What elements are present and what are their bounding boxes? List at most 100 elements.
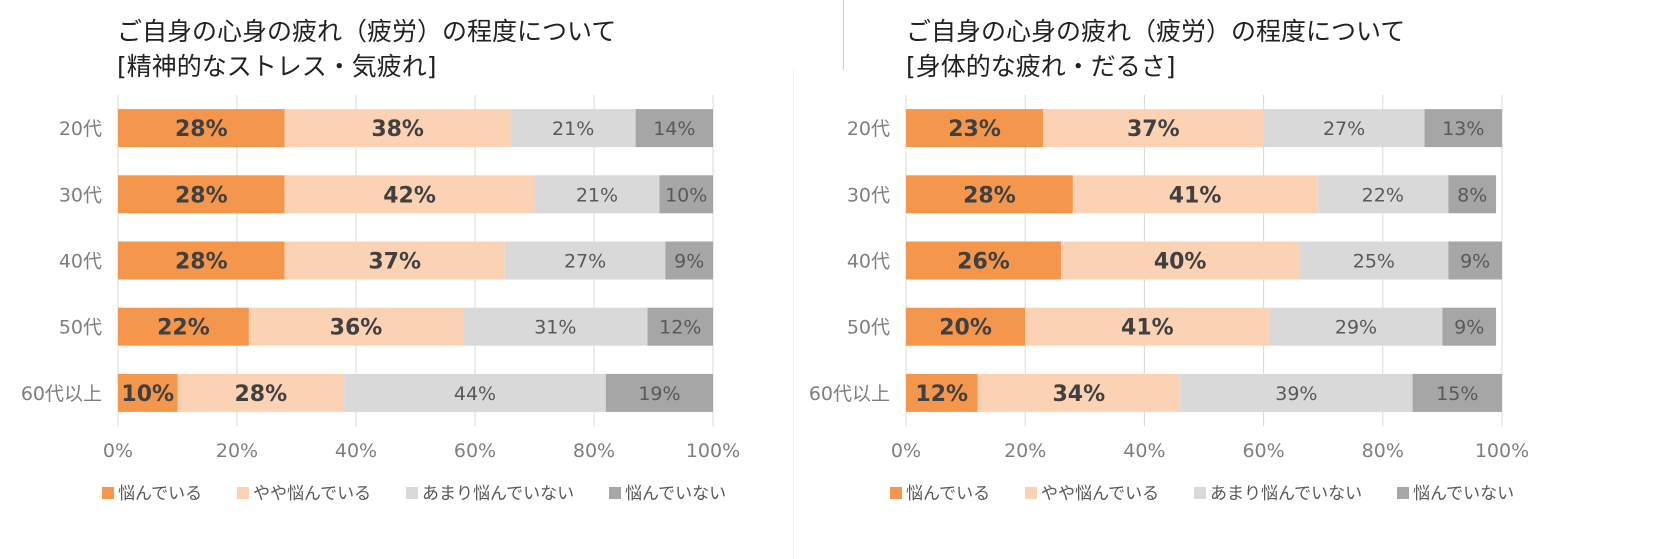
category-label: 30代 xyxy=(59,184,102,206)
data-label: 29% xyxy=(1335,317,1377,339)
data-label: 39% xyxy=(1275,383,1317,405)
data-label: 22% xyxy=(1362,184,1404,206)
bar-segment xyxy=(665,241,713,280)
bar-segment xyxy=(118,175,285,214)
x-tick-label: 0% xyxy=(103,440,133,462)
chart-2-stacked-bar: 0% 20% 40% 60% 80% 100% 20代 23% 37% 27% 13% 30代 28% 4… xyxy=(809,95,1529,504)
legend-label: 悩んでいない xyxy=(625,484,726,504)
legend-label: 悩んでいない xyxy=(1413,484,1514,504)
bar-segment xyxy=(177,373,345,412)
bar-segment xyxy=(1269,307,1443,346)
legend-label: あまり悩んでいない xyxy=(1210,484,1362,504)
legend-swatch xyxy=(1194,487,1206,499)
x-tick-label: 100% xyxy=(686,440,740,462)
bar-segment xyxy=(906,307,1026,346)
bar-segment xyxy=(605,373,713,412)
data-label: 12% xyxy=(659,317,701,339)
bar-segment xyxy=(1060,241,1300,280)
x-tick-label: 40% xyxy=(335,440,377,462)
data-label: 28% xyxy=(175,183,228,208)
bar-segment xyxy=(1043,109,1264,148)
data-label: 9% xyxy=(674,251,704,273)
chart-1-title-main: ご自身の心身の疲れ（疲労）の程度について xyxy=(117,17,617,46)
bar-segment xyxy=(118,307,249,346)
x-tick-label: 60% xyxy=(454,440,496,462)
bar-segment xyxy=(906,175,1073,214)
category-label: 60代以上 xyxy=(21,383,102,405)
data-label: 44% xyxy=(454,383,496,405)
panel-divider xyxy=(843,0,844,70)
data-label: 27% xyxy=(1323,118,1365,140)
data-label: 26% xyxy=(957,250,1010,275)
x-tick-label: 20% xyxy=(1004,440,1046,462)
chart-1-title: ご自身の心身の疲れ（疲労）の程度について [精神的なストレス・気疲れ] xyxy=(117,14,616,84)
chart-1-stacked-bar: 0% 20% 40% 60% 80% 100% 20代 28% 38% 21% 14% 30代 28% 4… xyxy=(21,95,740,504)
data-label: 37% xyxy=(1127,117,1180,142)
bar-segment xyxy=(647,307,713,346)
bar-segment xyxy=(248,307,464,346)
data-label: 14% xyxy=(653,118,695,140)
category-label: 40代 xyxy=(847,251,890,273)
bar-segment xyxy=(118,241,285,280)
panel-separator xyxy=(793,70,794,559)
data-label: 10% xyxy=(665,184,707,206)
bar-segment xyxy=(1448,175,1497,214)
bar-segment xyxy=(510,109,636,148)
bar-segment xyxy=(906,109,1044,148)
data-label: 31% xyxy=(534,317,576,339)
bar-segment xyxy=(906,241,1061,280)
bar-segment xyxy=(1317,175,1449,214)
x-tick-label: 80% xyxy=(1362,440,1404,462)
data-label: 41% xyxy=(1121,316,1174,341)
category-label: 20代 xyxy=(847,118,890,140)
x-tick-label: 20% xyxy=(216,440,258,462)
bar-segment xyxy=(463,307,648,346)
bar-segment xyxy=(1263,109,1425,148)
data-label: 36% xyxy=(330,316,383,341)
data-label: 15% xyxy=(1436,383,1478,405)
chart-1-title-sub: [精神的なストレス・気疲れ] xyxy=(117,52,437,81)
data-label: 21% xyxy=(576,184,618,206)
bar-segment xyxy=(284,109,511,148)
bar-segment xyxy=(534,175,660,214)
legend-swatch xyxy=(406,487,418,499)
bar-segment xyxy=(1180,373,1413,412)
bar-segment xyxy=(1424,109,1502,148)
data-label: 9% xyxy=(1460,251,1490,273)
category-label: 30代 xyxy=(847,184,890,206)
legend-swatch xyxy=(1025,487,1037,499)
bar-segment xyxy=(284,241,505,280)
chart-2-title-sub: [身体的な疲れ・だるさ] xyxy=(906,52,1176,81)
bar-segment xyxy=(659,175,713,214)
category-label: 50代 xyxy=(847,317,890,339)
data-label: 10% xyxy=(121,382,174,407)
data-label: 28% xyxy=(175,250,228,275)
data-label: 21% xyxy=(552,118,594,140)
data-label: 28% xyxy=(963,183,1016,208)
legend-label: やや悩んでいる xyxy=(1041,484,1159,504)
bar-segment xyxy=(118,373,178,412)
legend-label: あまり悩んでいない xyxy=(422,484,574,504)
data-label: 42% xyxy=(383,183,436,208)
bar-segment xyxy=(1072,175,1318,214)
bar-segment xyxy=(344,373,606,412)
x-tick-label: 80% xyxy=(573,440,615,462)
data-label: 38% xyxy=(371,117,424,142)
bar-segment xyxy=(1299,241,1449,280)
data-label: 34% xyxy=(1053,382,1106,407)
data-label: 23% xyxy=(948,117,1001,142)
data-label: 40% xyxy=(1154,250,1207,275)
category-label: 40代 xyxy=(59,251,102,273)
data-label: 9% xyxy=(1454,317,1484,339)
data-label: 13% xyxy=(1442,118,1484,140)
bar-segment xyxy=(635,109,713,148)
bar-segment xyxy=(977,373,1181,412)
data-label: 37% xyxy=(368,250,421,275)
x-tick-label: 0% xyxy=(891,440,921,462)
data-label: 27% xyxy=(564,251,606,273)
data-label: 19% xyxy=(638,383,680,405)
x-tick-label: 100% xyxy=(1475,440,1529,462)
data-label: 28% xyxy=(175,117,228,142)
bar-segment xyxy=(1442,307,1497,346)
x-tick-label: 60% xyxy=(1242,440,1284,462)
